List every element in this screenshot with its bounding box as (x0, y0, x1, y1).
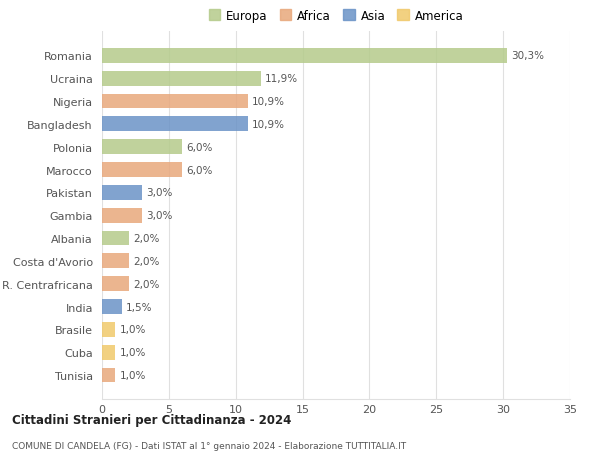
Text: 2,0%: 2,0% (133, 279, 159, 289)
Text: 1,0%: 1,0% (119, 325, 146, 335)
Bar (102, 163, 182, 178)
Text: 3,0%: 3,0% (146, 211, 173, 221)
Bar (102, 345, 115, 360)
Bar (102, 95, 248, 109)
Text: 10,9%: 10,9% (252, 120, 285, 129)
Bar (102, 322, 115, 337)
Bar (102, 368, 115, 383)
Text: 1,0%: 1,0% (119, 370, 146, 380)
Legend: Europa, Africa, Asia, America: Europa, Africa, Asia, America (204, 5, 468, 28)
Text: 3,0%: 3,0% (146, 188, 173, 198)
Bar (102, 72, 261, 86)
Text: Cittadini Stranieri per Cittadinanza - 2024: Cittadini Stranieri per Cittadinanza - 2… (12, 413, 292, 426)
Text: 2,0%: 2,0% (133, 256, 159, 266)
Bar (102, 117, 248, 132)
Bar (102, 49, 507, 64)
Bar (102, 254, 129, 269)
Bar (102, 277, 129, 291)
Bar (102, 140, 182, 155)
Text: 2,0%: 2,0% (133, 234, 159, 244)
Text: COMUNE DI CANDELA (FG) - Dati ISTAT al 1° gennaio 2024 - Elaborazione TUTTITALIA: COMUNE DI CANDELA (FG) - Dati ISTAT al 1… (12, 441, 406, 450)
Text: 1,0%: 1,0% (119, 347, 146, 358)
Text: 11,9%: 11,9% (265, 74, 298, 84)
Text: 1,5%: 1,5% (126, 302, 152, 312)
Bar (102, 299, 122, 314)
Text: 6,0%: 6,0% (186, 142, 212, 152)
Text: 6,0%: 6,0% (186, 165, 212, 175)
Text: 30,3%: 30,3% (511, 51, 544, 61)
Bar (102, 231, 129, 246)
Bar (102, 185, 142, 200)
Text: 10,9%: 10,9% (252, 97, 285, 107)
Bar (102, 208, 142, 223)
